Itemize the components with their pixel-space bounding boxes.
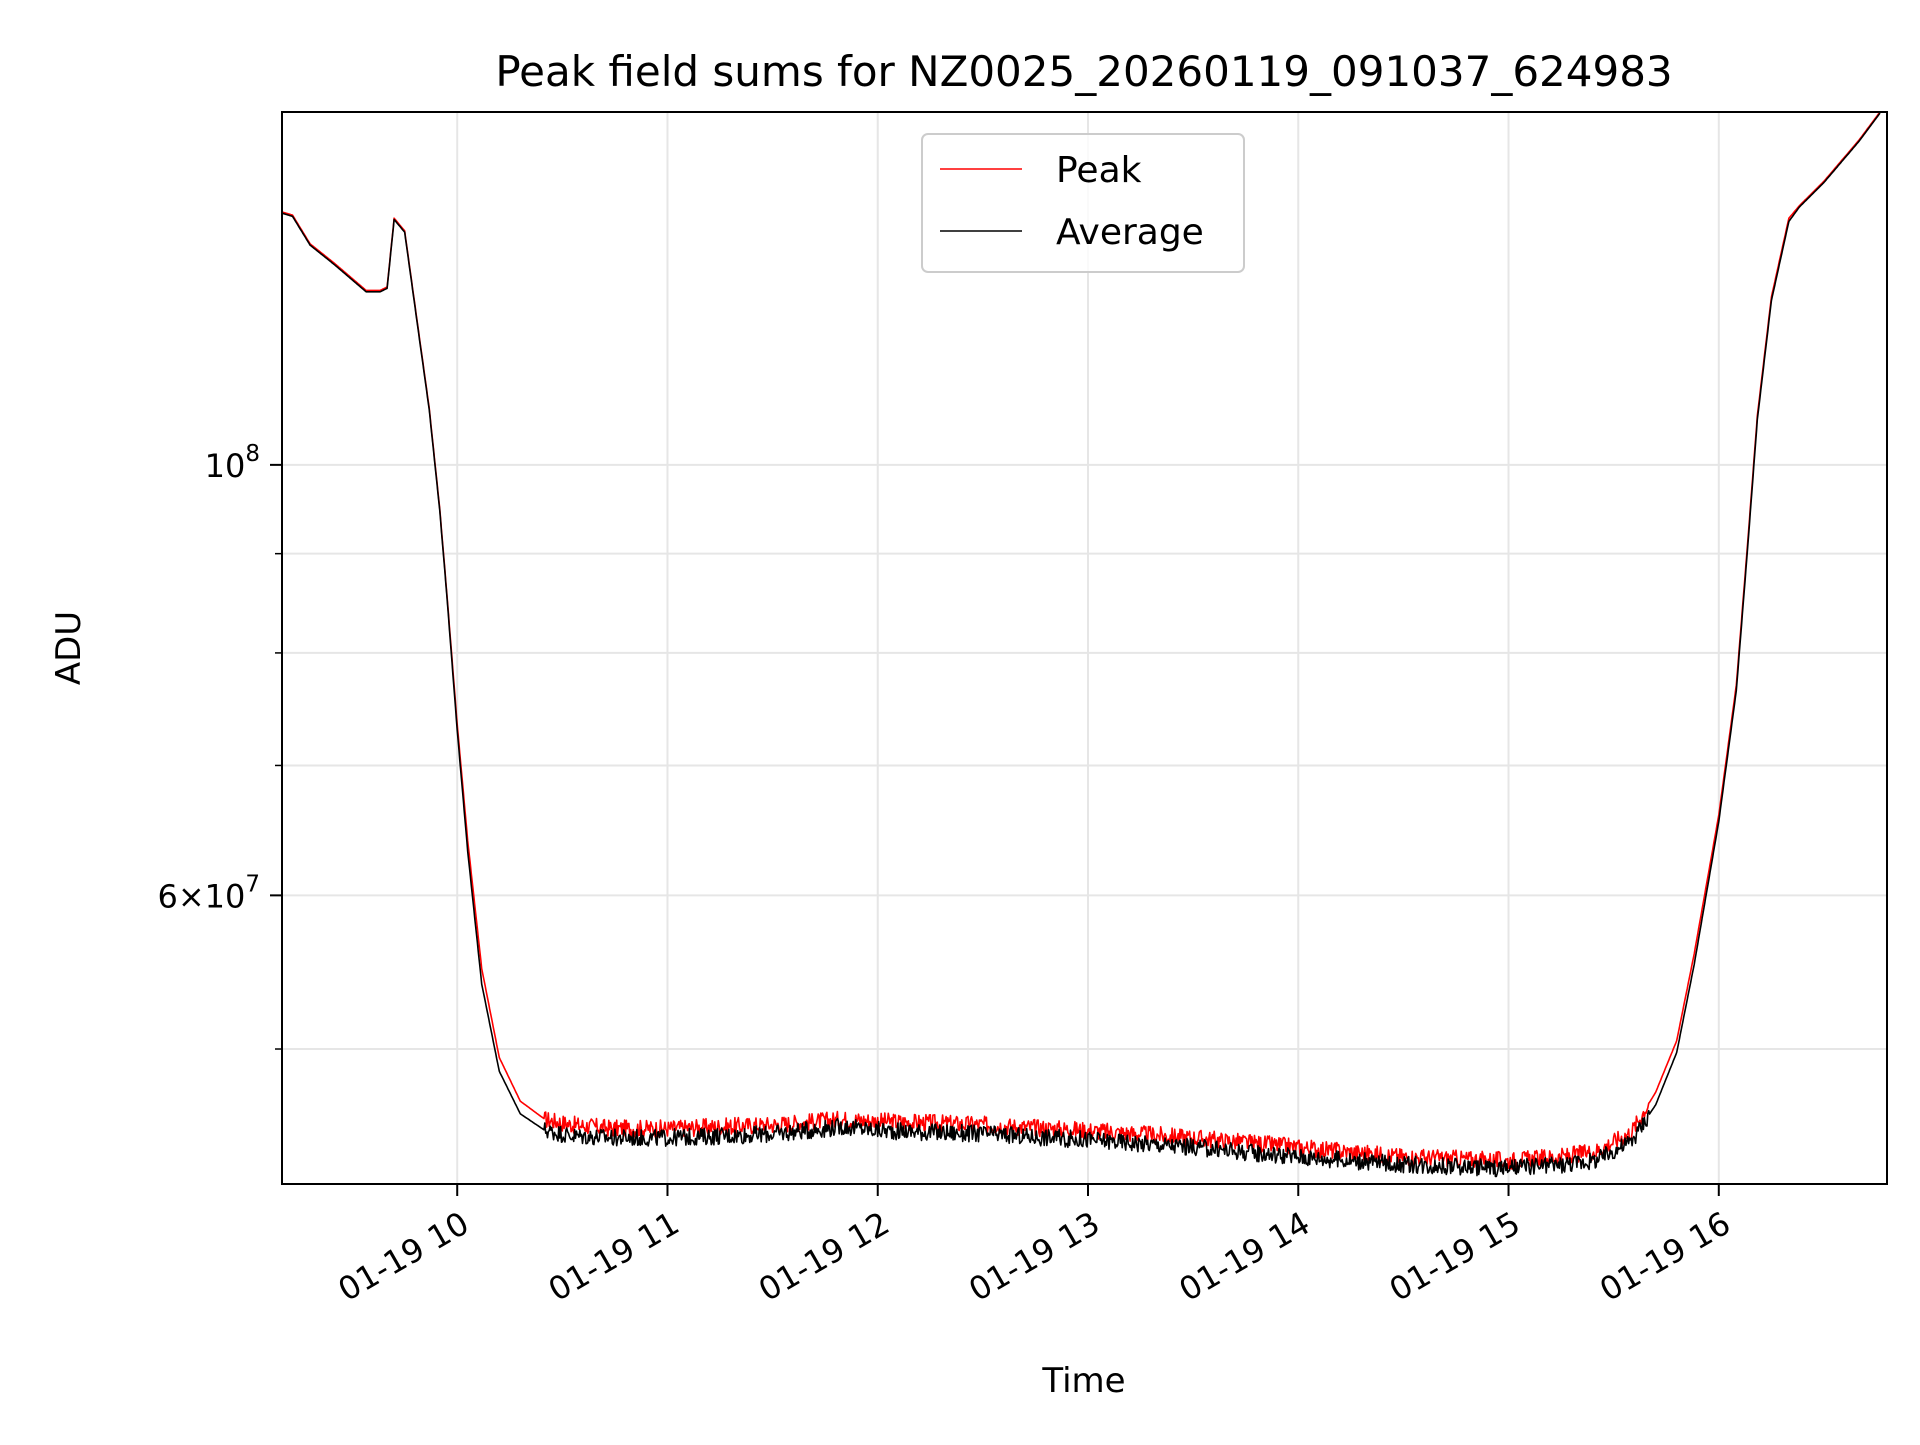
y-axis-label: ADU — [49, 611, 89, 685]
x-axis-label: Time — [1041, 1361, 1125, 1401]
y-tick-label: 108 — [205, 441, 260, 485]
y-tick-label-exponent: 7 — [245, 871, 260, 897]
y-tick-label-base: 10 — [205, 447, 246, 485]
legend: Peak Average — [921, 133, 1245, 273]
legend-label-peak: Peak — [1056, 150, 1142, 191]
y-tick-label-exponent: 8 — [245, 441, 260, 467]
series-layer — [281, 111, 1881, 1178]
y-tick-label: 6×107 — [157, 871, 260, 915]
chart-title: Peak field sums for NZ0025_20260119_0910… — [495, 47, 1672, 96]
y-tick-label-base: 6×10 — [157, 877, 245, 915]
legend-label-average: Average — [1056, 212, 1204, 253]
grid-layer — [282, 112, 1887, 1184]
plot-area-frame — [281, 111, 1888, 1185]
series-line-average — [281, 112, 1881, 1178]
